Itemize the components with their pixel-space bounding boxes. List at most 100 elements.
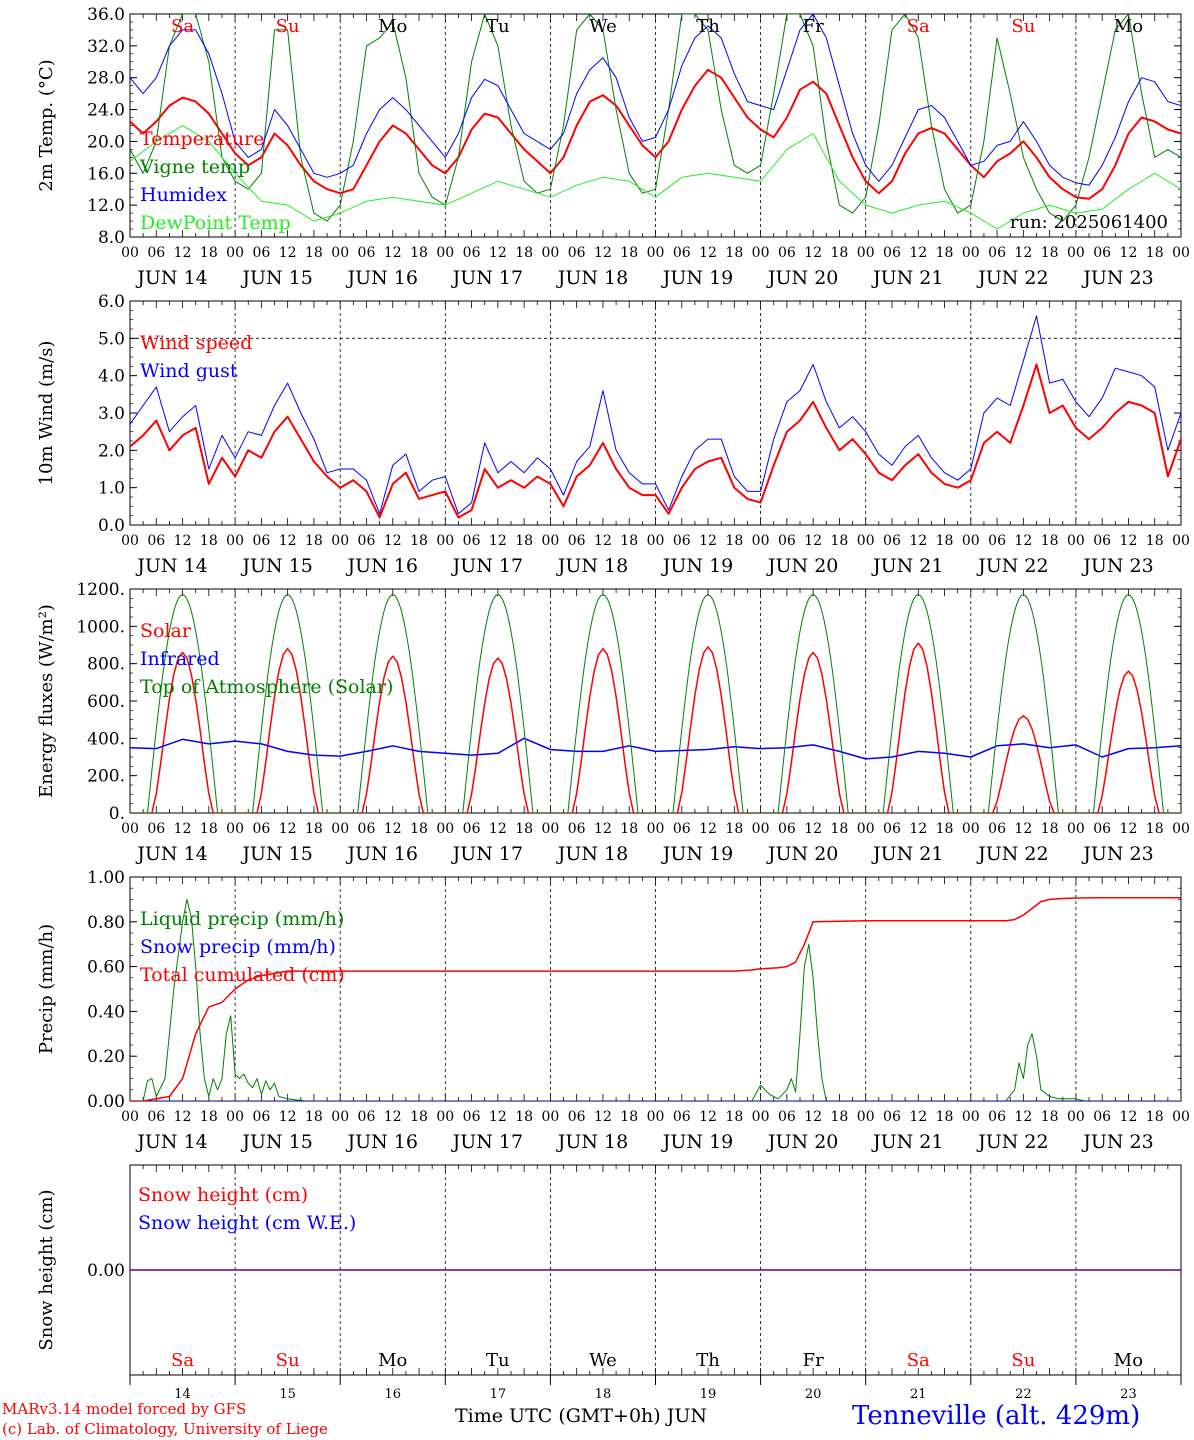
hour-label: 12	[174, 821, 192, 837]
y-tick-label: 0.00	[87, 1092, 125, 1112]
hour-label: 12	[384, 245, 402, 261]
date-label: JUN 20	[766, 1131, 838, 1153]
hour-label: 00	[647, 821, 665, 837]
hour-label: 00	[752, 821, 770, 837]
legend-entry: Vigne temp	[139, 156, 250, 178]
weekday-label: Su	[1011, 16, 1035, 37]
hour-label: 12	[909, 533, 927, 549]
hour-label: 06	[1093, 821, 1111, 837]
hour-label: 18	[831, 1109, 849, 1125]
date-label: JUN 17	[451, 1131, 523, 1153]
day-number-label: 23	[1120, 1387, 1137, 1402]
legend-entry: DewPoint Temp	[140, 212, 291, 234]
hour-label: 12	[594, 821, 612, 837]
day-number-label: 14	[174, 1387, 191, 1402]
y-tick-label: 6.0	[98, 292, 125, 312]
date-label: JUN 16	[346, 843, 418, 865]
hour-label: 12	[909, 245, 927, 261]
hour-label: 18	[620, 1109, 638, 1125]
legend-entry: Snow height (cm W.E.)	[138, 1212, 356, 1234]
legend-entry: Total cumulated (cm)	[140, 964, 345, 986]
hour-label: 00	[331, 533, 349, 549]
weekday-label: Sa	[171, 16, 194, 37]
hour-label: 18	[200, 245, 218, 261]
hour-label: 12	[279, 245, 297, 261]
hour-label: 06	[147, 1109, 165, 1125]
date-label: JUN 19	[661, 267, 733, 289]
hour-label: 00	[752, 245, 770, 261]
hour-label: 00	[857, 533, 875, 549]
date-label: JUN 17	[451, 267, 523, 289]
y-tick-label: 0.00	[87, 1261, 125, 1281]
hour-label: 18	[410, 245, 428, 261]
date-label: JUN 21	[871, 1131, 943, 1153]
weekday-label: Su	[1011, 1350, 1035, 1371]
hour-label: 00	[541, 821, 559, 837]
y-tick-label: 0.20	[87, 1047, 125, 1067]
hour-label: 06	[778, 533, 796, 549]
date-label: JUN 21	[871, 843, 943, 865]
hour-label: 18	[1146, 1109, 1164, 1125]
hour-label: 18	[1146, 533, 1164, 549]
y-tick-label: 20.0	[87, 132, 125, 152]
date-label: JUN 15	[240, 267, 312, 289]
weekday-label: Th	[696, 1350, 720, 1371]
day-number-label: 22	[1015, 1387, 1032, 1402]
hour-label: 18	[515, 1109, 533, 1125]
hour-label: 12	[1014, 245, 1032, 261]
hour-label: 06	[358, 821, 376, 837]
hour-label: 06	[883, 1109, 901, 1125]
plot-frame	[129, 588, 1182, 814]
hour-label: 18	[200, 821, 218, 837]
hour-label: 06	[673, 821, 691, 837]
legend-entry: Humidex	[140, 184, 227, 206]
series-group	[130, 897, 1181, 1101]
date-label: JUN 20	[766, 267, 838, 289]
hour-label: 00	[752, 1109, 770, 1125]
model-credit: MARv3.14 model forced by GFS	[2, 1400, 247, 1418]
series-vigne-temp	[130, 14, 1181, 222]
hour-label: 06	[883, 821, 901, 837]
date-label: JUN 16	[346, 1131, 418, 1153]
date-label: JUN 15	[240, 843, 312, 865]
hour-label: 12	[1120, 245, 1138, 261]
hour-label: 00	[226, 821, 244, 837]
hour-label: 12	[174, 533, 192, 549]
legend-entry: Snow precip (mm/h)	[140, 936, 336, 958]
hour-label: 12	[699, 1109, 717, 1125]
hour-label: 00	[647, 533, 665, 549]
hour-label: 12	[594, 533, 612, 549]
y-tick-label: 400.	[87, 729, 125, 749]
hour-label: 12	[384, 821, 402, 837]
series-liquid-precip-mm-h	[130, 898, 1085, 1101]
y-tick-label: 16.0	[87, 164, 125, 184]
hour-label: 12	[804, 821, 822, 837]
hour-label: 18	[725, 821, 743, 837]
day-number-label: 21	[910, 1387, 927, 1402]
y-axis-label: 10m Wind (m/s)	[36, 341, 57, 486]
y-axis-label: Precip (mm/h)	[36, 924, 57, 1054]
date-label: JUN 14	[135, 843, 207, 865]
series-solar	[130, 642, 1181, 813]
date-label: JUN 18	[556, 1131, 628, 1153]
legend-entry: Top of Atmosphere (Solar)	[140, 676, 393, 698]
hour-label: 18	[936, 1109, 954, 1125]
footer-credits: MARv3.14 model forced by GFS (c) Lab. of…	[2, 1399, 328, 1439]
hour-label: 06	[988, 245, 1006, 261]
hour-label: 18	[1041, 1109, 1059, 1125]
hour-label: 00	[752, 533, 770, 549]
hour-label: 06	[673, 533, 691, 549]
hour-label: 18	[831, 245, 849, 261]
hour-label: 18	[725, 1109, 743, 1125]
legend-entry: Snow height (cm)	[138, 1184, 308, 1206]
hour-label: 00	[226, 245, 244, 261]
hour-label: 00	[1172, 1109, 1190, 1125]
weekday-label: We	[589, 1350, 617, 1371]
hour-label: 00	[857, 821, 875, 837]
y-tick-label: 2.0	[98, 441, 125, 461]
y-tick-label: 1200.	[76, 580, 125, 600]
weekday-label: Sa	[171, 1350, 194, 1371]
hour-label: 00	[331, 245, 349, 261]
panel-precip: 0.00 0.20 0.40 0.60 0.80 1.00 Precip (mm/h) Liq…	[36, 868, 1190, 1153]
hour-label: 18	[936, 245, 954, 261]
